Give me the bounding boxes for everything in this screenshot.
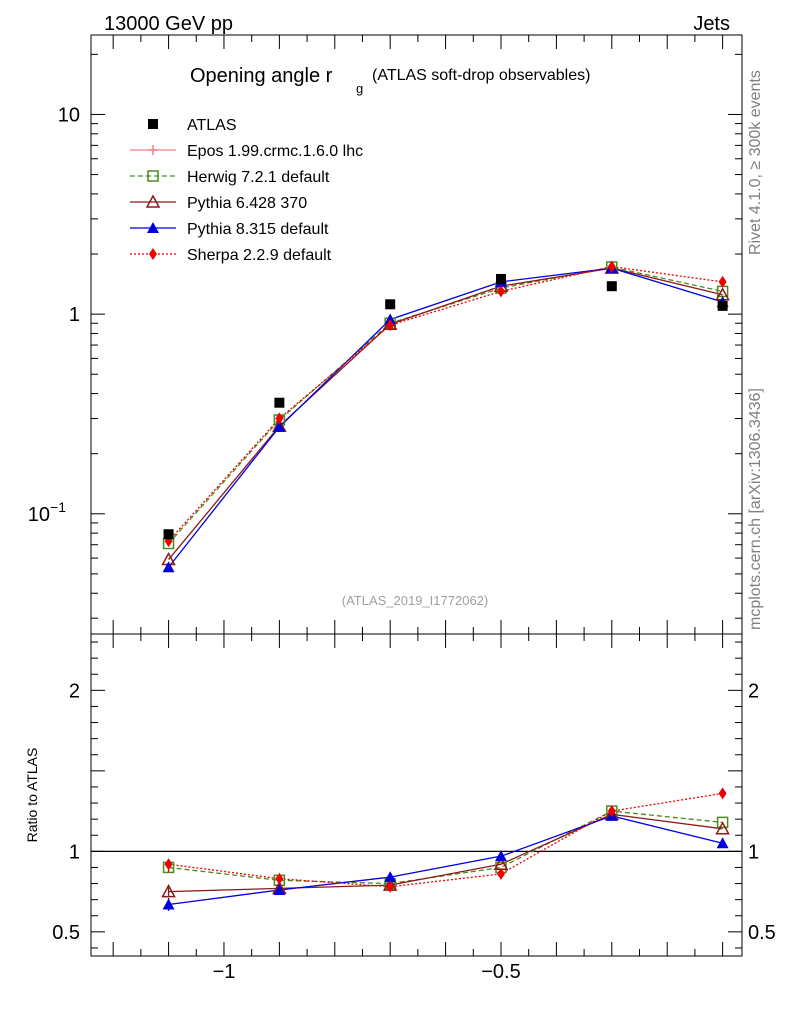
series-2-ratio-point	[161, 884, 176, 898]
main-plot-panel: Opening angle r g (ATLAS soft-drop obser…	[28, 34, 743, 635]
legend-label: Sherpa 2.2.9 default	[187, 247, 332, 264]
header-left: 13000 GeV pp	[104, 13, 233, 35]
ratio-axes: 2 2 1 1 0.5 0.5	[52, 641, 776, 949]
series-4-main-point	[607, 260, 616, 273]
ratio-y-tick-label-left: 0.5	[52, 922, 80, 944]
legend-entry: Sherpa 2.2.9 default	[130, 247, 332, 264]
series-4-ratio-point	[496, 867, 505, 880]
series-1-ratio-point	[716, 816, 729, 829]
series-1-main-line	[168, 266, 723, 544]
series-4-main-point	[386, 319, 395, 332]
legend-swatch-marker	[149, 248, 157, 260]
atlas-data-point	[274, 397, 285, 408]
legend-swatch-marker	[147, 170, 159, 182]
series-2-main-line	[168, 267, 723, 560]
series-1-ratio-line	[168, 810, 723, 885]
legend: ATLAS Epos 1.99.crmc.1.6.0 lhc Herwig 7.2.…	[130, 117, 363, 264]
atlas-data-point	[385, 299, 396, 310]
atlas-data-point	[163, 529, 174, 540]
series-4-main-line	[168, 265, 723, 542]
series-4-main-point	[718, 275, 727, 288]
series-3-ratio-point	[384, 871, 397, 883]
series-3-main-point	[384, 313, 397, 325]
x-axis-tick-labels: −1 −0.5	[112, 35, 724, 983]
legend-entry: Pythia 8.315 default	[130, 221, 329, 238]
main-y-tick-label: 10	[58, 104, 80, 126]
legend-label: Pythia 8.315 default	[187, 221, 329, 238]
ratio-y-tick-label-right: 0.5	[748, 922, 776, 944]
series-4-ratio-point	[607, 805, 616, 818]
ratio-series-lines	[168, 792, 723, 906]
legend-swatch-marker	[147, 222, 159, 233]
ratio-y-tick-label-right: 2	[748, 680, 759, 702]
header-right: Jets	[693, 13, 730, 35]
chart-title: Opening angle r	[190, 65, 333, 87]
atlas-data-point	[495, 273, 506, 284]
series-3-ratio-point	[494, 850, 507, 862]
legend-entry: ATLAS	[148, 117, 237, 134]
legend-label: Herwig 7.2.1 default	[187, 169, 330, 186]
series-2-ratio-line	[168, 813, 723, 893]
ratio-plot-panel: 2 2 1 1 0.5 0.5 Ratio to ATLAS	[24, 633, 776, 957]
legend-entry: Pythia 6.428 370	[130, 194, 307, 212]
ratio-y-tick-label-left: 1	[69, 841, 80, 863]
ratio-y-axis-label: Ratio to ATLAS	[24, 748, 40, 843]
side-label-rivet: Rivet 4.1.0, ≥ 300k events	[747, 70, 764, 255]
series-4-ratio-point	[275, 872, 284, 885]
atlas-data-point	[717, 300, 728, 311]
legend-swatch-marker	[148, 119, 158, 129]
series-3-main-line	[168, 267, 723, 568]
main-y-tick-label: 1	[69, 304, 80, 326]
series-4-main-point	[275, 412, 284, 425]
main-y-tick-label: 10−1	[28, 499, 66, 526]
chart-title-suffix: (ATLAS soft-drop observables)	[372, 67, 590, 84]
series-4-ratio-line	[168, 792, 723, 888]
series-3-ratio-point	[273, 883, 286, 895]
series-2-ratio-point	[715, 821, 730, 835]
main-points	[161, 260, 730, 573]
series-4-main-point	[496, 285, 505, 298]
analysis-watermark: (ATLAS_2019_I1772062)	[342, 593, 488, 608]
x-tick-label: −0.5	[481, 961, 520, 983]
series-4-ratio-point	[386, 880, 395, 893]
legend-label: ATLAS	[187, 117, 237, 134]
chart-title-subscript: g	[356, 81, 363, 96]
ratio-y-tick-label-left: 2	[69, 680, 80, 702]
series-3-main-point	[162, 561, 175, 573]
legend-label: Pythia 6.428 370	[187, 195, 307, 212]
series-3-ratio-point	[716, 837, 729, 849]
atlas-data-point	[606, 281, 617, 292]
legend-label: Epos 1.99.crmc.1.6.0 lhc	[187, 143, 363, 160]
main-series-lines	[168, 265, 723, 568]
x-tick-label: −1	[213, 961, 236, 983]
ratio-y-tick-label-right: 1	[748, 841, 759, 863]
series-3-ratio-line	[168, 815, 723, 906]
legend-swatch-marker	[148, 145, 158, 155]
series-3-main-point	[273, 421, 286, 433]
legend-swatch-marker	[145, 194, 161, 208]
ratio-plot-frame	[90, 633, 743, 957]
legend-entry: Epos 1.99.crmc.1.6.0 lhc	[130, 143, 363, 160]
series-4-ratio-point	[718, 787, 727, 800]
side-label-mcplots: mcplots.cern.ch [arXiv:1306.3436]	[747, 388, 764, 630]
ratio-points	[161, 787, 730, 911]
main-axes: 10 1 10−1	[28, 53, 742, 619]
legend-entry: Herwig 7.2.1 default	[130, 169, 330, 186]
